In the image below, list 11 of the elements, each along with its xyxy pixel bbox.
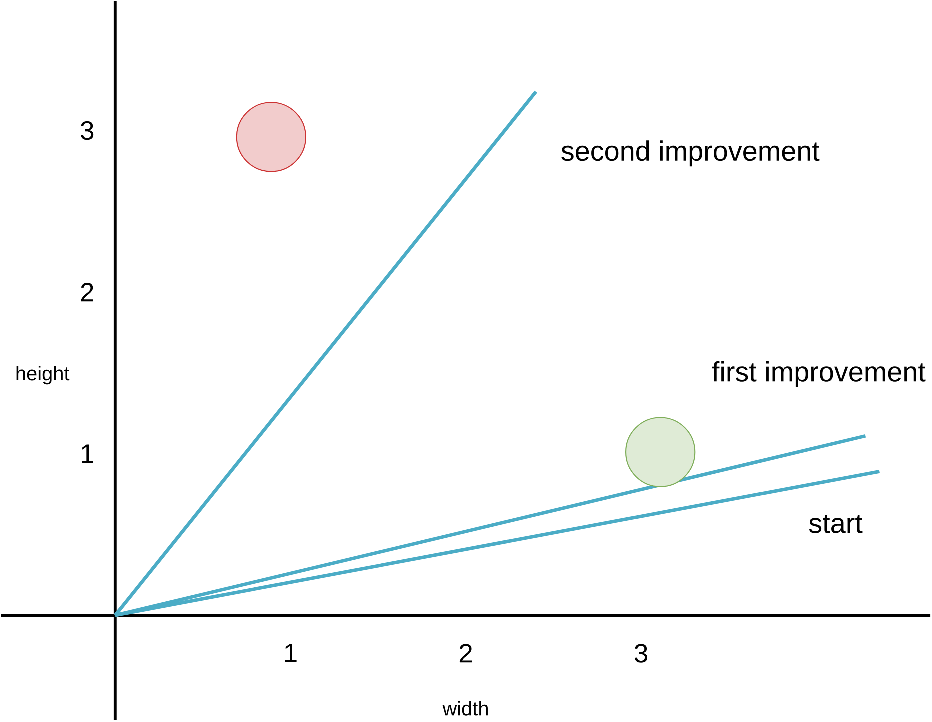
x-axis-title: width — [442, 701, 488, 716]
text: first improvement — [712, 361, 926, 388]
x-tick-label: 1 — [285, 644, 297, 662]
x-tick-label: 3 — [634, 644, 648, 663]
y-tick-label: 1 — [82, 444, 94, 464]
series-label: second improvement — [562, 140, 820, 167]
y-tick-label: 2 — [81, 283, 94, 302]
x-tick-label: 2 — [460, 644, 472, 663]
series-label: start — [809, 515, 863, 534]
y-tick-label: 3 — [81, 121, 94, 140]
y-axis-title: height — [16, 366, 70, 385]
